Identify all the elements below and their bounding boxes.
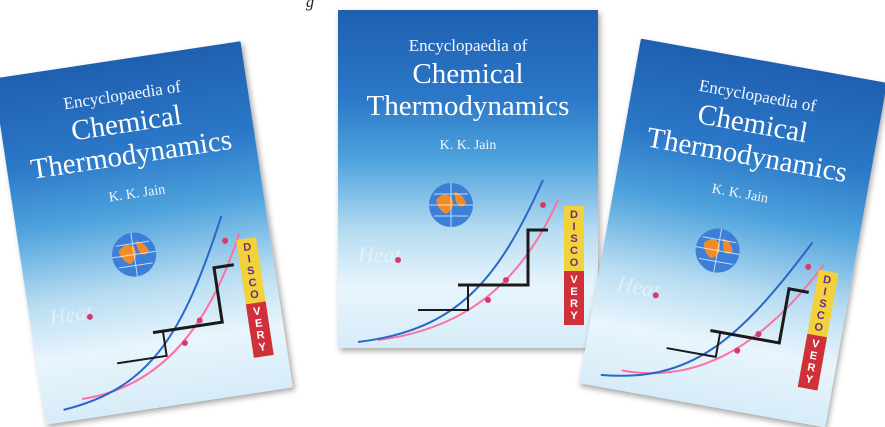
discovery-badge: D I S C O V E R Y (564, 206, 584, 325)
faint-background-word: Heat (358, 242, 401, 267)
badge-letter: E (570, 286, 578, 298)
badge-letter: C (570, 245, 578, 257)
globe-icon (112, 232, 157, 277)
badge-letter: Y (257, 340, 267, 354)
book-cover-right: Encyclopaedia of Chemical Thermodynamics… (578, 38, 885, 427)
badge-letter: V (570, 274, 578, 286)
badge-letter: R (570, 298, 578, 310)
cropped-heading-fragment: g (306, 0, 314, 11)
book-title-line2: Thermodynamics (366, 90, 570, 122)
badge-letter: Y (570, 310, 578, 322)
badge-letter: O (569, 257, 579, 269)
globe-icon (429, 183, 473, 227)
book-title-line1: Chemical (412, 58, 524, 90)
globe-icon (695, 228, 740, 273)
author-name: K. K. Jain (439, 138, 497, 153)
thermodynamics-diagram (357, 179, 559, 343)
badge-letter: S (570, 233, 578, 245)
series-label: Encyclopaedia of (408, 36, 528, 55)
badge-letter: O (249, 288, 260, 302)
badge-letter: I (572, 221, 576, 233)
thermodynamics-diagram (600, 241, 825, 377)
badge-letter: Y (804, 373, 814, 387)
thermodynamics-diagram (63, 215, 241, 411)
badge-letter: D (570, 209, 578, 221)
badge-letter: O (813, 320, 824, 335)
book-title: Chemical Thermodynamics (338, 58, 598, 122)
book-cover-middle: Encyclopaedia of Chemical Thermodynamics… (338, 10, 598, 348)
book-cover-left: Encyclopaedia of Chemical Thermodynamics… (0, 41, 293, 425)
